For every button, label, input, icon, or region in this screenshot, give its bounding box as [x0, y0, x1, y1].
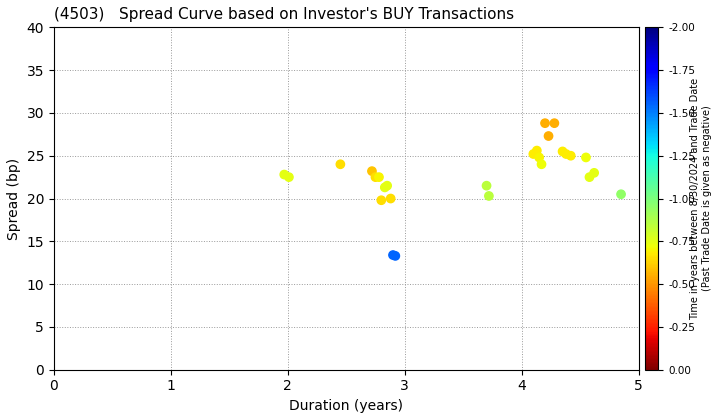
Point [616, 191, 627, 197]
Point [557, 148, 568, 155]
Y-axis label: Time in years between 8/30/2024 and Trade Date
(Past Trade Date is given as nega: Time in years between 8/30/2024 and Trad… [690, 77, 711, 320]
Point [584, 174, 595, 181]
Point [379, 184, 390, 191]
Point [580, 154, 592, 161]
Point [481, 182, 492, 189]
Point [390, 252, 401, 259]
Point [283, 174, 294, 181]
Text: (4503)   Spread Curve based on Investor's BUY Transactions: (4503) Spread Curve based on Investor's … [54, 7, 514, 22]
Point [366, 168, 378, 174]
Point [382, 182, 393, 189]
Point [528, 151, 539, 158]
Point [565, 152, 577, 159]
X-axis label: Duration (years): Duration (years) [289, 399, 403, 413]
Point [534, 154, 545, 161]
Point [385, 195, 397, 202]
Point [387, 252, 399, 258]
Point [279, 171, 290, 178]
Point [560, 151, 572, 158]
Y-axis label: Spread (bp): Spread (bp) [7, 158, 21, 239]
Point [543, 133, 554, 139]
Point [539, 120, 551, 126]
Point [549, 120, 560, 126]
Point [483, 193, 495, 199]
Point [335, 161, 346, 168]
Point [531, 147, 543, 154]
Point [376, 197, 387, 204]
Point [536, 161, 547, 168]
Point [369, 174, 381, 181]
Point [588, 170, 600, 176]
Point [373, 174, 384, 181]
